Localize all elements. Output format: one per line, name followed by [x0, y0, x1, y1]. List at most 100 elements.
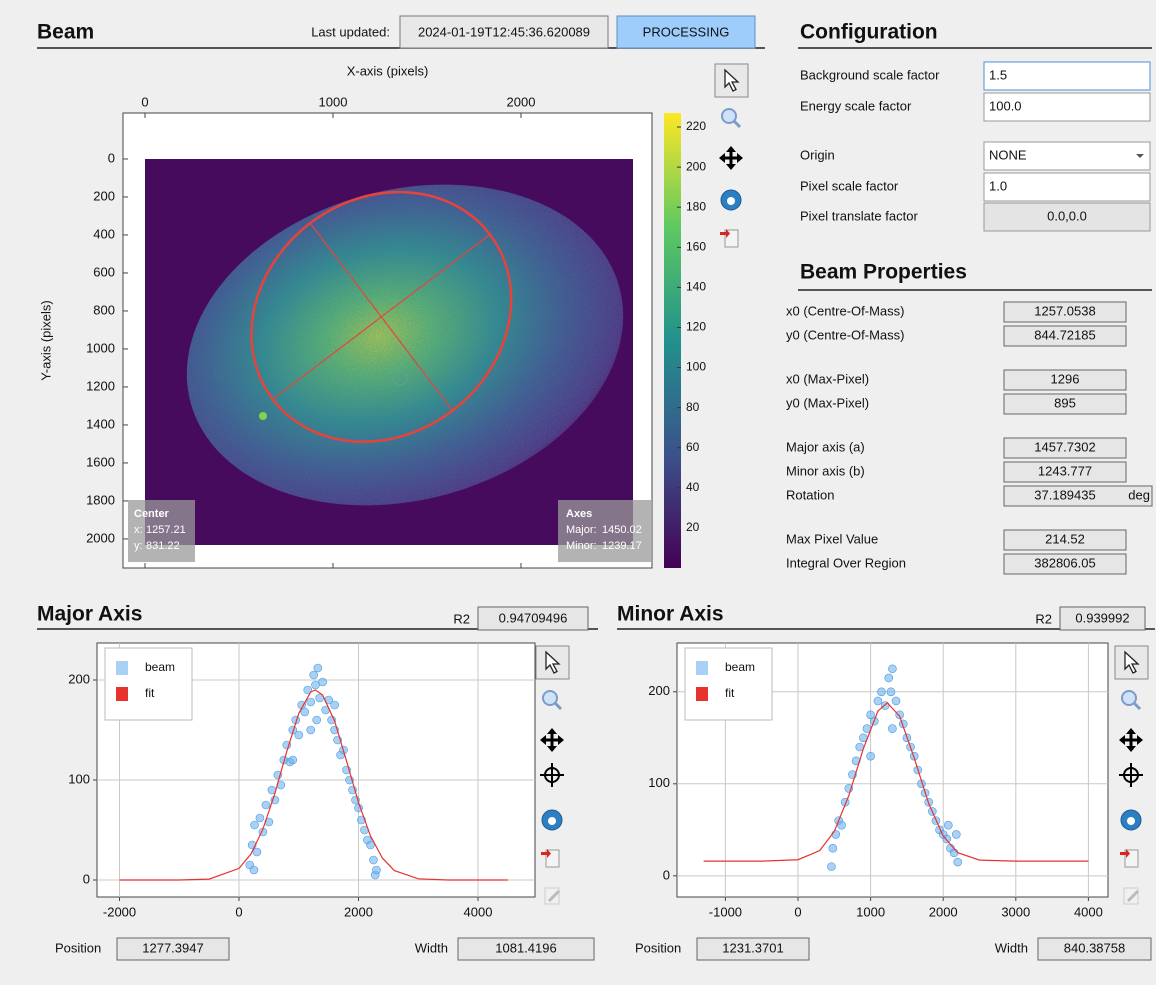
field-value: 0.0,0.0: [1047, 208, 1087, 223]
field-label: Background scale factor: [800, 67, 940, 82]
x-tick-label: 2000: [507, 94, 536, 109]
zoom-handle: [555, 703, 561, 709]
beam-monitor: BeamLast updated:2024-01-19T12:45:36.620…: [0, 0, 1156, 985]
legend: [105, 648, 192, 720]
beam-point: [311, 681, 319, 689]
beam-point: [952, 830, 960, 838]
beam-point: [295, 731, 303, 739]
toolbar-camera[interactable]: [721, 190, 741, 210]
property-value: 895: [1054, 395, 1076, 410]
axes-minor: 1239.17: [602, 540, 642, 552]
width-value: 840.38758: [1064, 940, 1125, 955]
toolbar-zoom[interactable]: [543, 691, 561, 709]
beam-point: [874, 697, 882, 705]
property-value: 214.52: [1045, 531, 1085, 546]
toolbar-zoom[interactable]: [722, 109, 740, 127]
toolbar-arrow[interactable]: [715, 64, 748, 97]
property-value: 1296: [1051, 371, 1080, 386]
toolbar-arrow[interactable]: [1115, 646, 1148, 679]
toolbar-doc[interactable]: [541, 849, 559, 867]
y-tick-label: 0: [663, 867, 670, 882]
section-title: Beam: [37, 21, 94, 44]
property-label: Integral Over Region: [786, 555, 906, 570]
beam-point: [313, 716, 321, 724]
toolbar-cross[interactable]: [1119, 763, 1143, 787]
property-value: 37.189435: [1034, 487, 1095, 502]
colorbar-tick-label: 120: [686, 320, 706, 334]
property-unit: deg: [1128, 487, 1150, 502]
field-label: Origin: [800, 147, 835, 162]
y-tick-label: 200: [68, 671, 90, 686]
camera-lens: [548, 817, 556, 825]
toolbar-cross[interactable]: [540, 763, 564, 787]
last-updated-label: Last updated:: [311, 24, 390, 39]
colorbar-tick-label: 60: [686, 440, 700, 454]
width-label: Width: [415, 940, 448, 955]
toolbar-move[interactable]: [540, 728, 564, 752]
colorbar: [664, 113, 681, 568]
beam-point: [253, 848, 261, 856]
toolbar-doc[interactable]: [1120, 849, 1138, 867]
property-value: 844.72185: [1034, 327, 1095, 342]
axes-major: 1450.02: [602, 524, 642, 536]
x-tick-label: 3000: [1001, 904, 1030, 919]
crosshair-lines: [540, 763, 564, 787]
zoom-handle: [734, 121, 740, 127]
property-value: 1243.777: [1038, 463, 1092, 478]
toolbar-camera[interactable]: [542, 810, 562, 830]
y-tick-label: 0: [83, 871, 90, 886]
zoom-icon: [722, 109, 736, 123]
legend-label: fit: [725, 686, 735, 700]
beam-point: [885, 674, 893, 682]
legend-swatch: [696, 661, 708, 675]
y-tick-label: 1800: [86, 492, 115, 507]
toolbar-move[interactable]: [719, 146, 743, 170]
x-tick-label: -1000: [709, 904, 742, 919]
toolbar-move[interactable]: [1119, 728, 1143, 752]
toolbar-pencil[interactable]: [545, 888, 559, 904]
position-value: 1277.3947: [142, 940, 203, 955]
beam-point: [262, 801, 270, 809]
center-y: 831.22: [146, 540, 180, 552]
beam-point: [878, 688, 886, 696]
axes-major-label: Major:: [566, 524, 597, 536]
toolbar-zoom[interactable]: [1122, 691, 1140, 709]
legend-swatch: [116, 661, 128, 675]
input-box[interactable]: [984, 62, 1150, 90]
property-label: y0 (Max-Pixel): [786, 395, 869, 410]
beam-point: [888, 725, 896, 733]
center-x-label: x:: [134, 524, 143, 536]
toolbar-camera[interactable]: [1121, 810, 1141, 830]
beam-point: [838, 821, 846, 829]
beam-point: [307, 698, 315, 706]
toolbar-doc[interactable]: [720, 229, 738, 247]
field-label: Energy scale factor: [800, 98, 912, 113]
position-value: 1231.3701: [722, 940, 783, 955]
colorbar-tick-label: 40: [686, 480, 700, 494]
crosshair-lines: [1119, 763, 1143, 787]
input-box[interactable]: [984, 173, 1150, 201]
x-tick-label: 4000: [464, 904, 493, 919]
toolbar-arrow[interactable]: [536, 646, 569, 679]
beam-point: [954, 858, 962, 866]
field-value: 1.5: [989, 67, 1007, 82]
colorbar-tick-label: 20: [686, 520, 700, 534]
width-label: Width: [995, 940, 1028, 955]
property-label: Minor axis (b): [786, 463, 865, 478]
field-label: Pixel translate factor: [800, 208, 918, 223]
y-tick-label: 100: [648, 775, 670, 790]
legend: [685, 648, 772, 720]
move-icon: [1119, 728, 1143, 752]
y-tick-label: 600: [93, 264, 115, 279]
beam-point: [331, 701, 339, 709]
beam-point: [314, 664, 322, 672]
y-axis-label: Y-axis (pixels): [38, 300, 53, 380]
beam-point: [827, 863, 835, 871]
field-value: 1.0: [989, 178, 1007, 193]
position-label: Position: [55, 940, 101, 955]
toolbar-pencil[interactable]: [1124, 888, 1138, 904]
x-tick-label: 2000: [344, 904, 373, 919]
beam-point: [250, 866, 258, 874]
y-tick-label: 200: [648, 683, 670, 698]
beam-point: [251, 821, 259, 829]
